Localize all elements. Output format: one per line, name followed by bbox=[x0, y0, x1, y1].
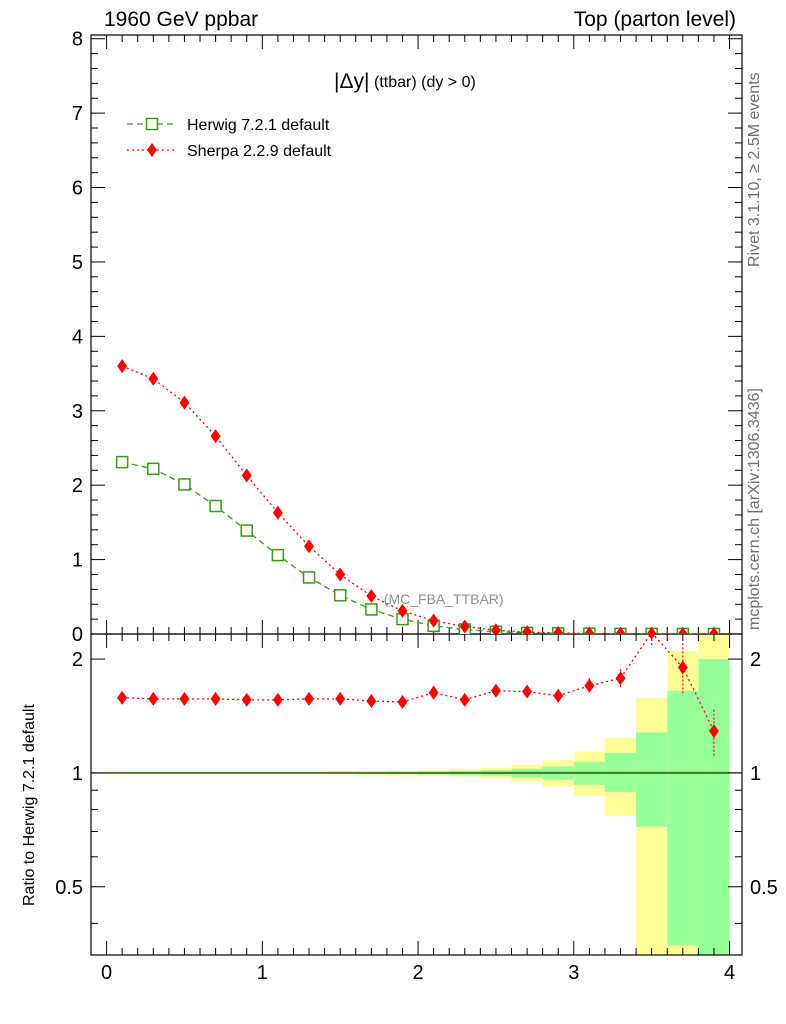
main-y-tick-label: 4 bbox=[72, 326, 83, 348]
ratio-y-tick-label-right: 0.5 bbox=[750, 877, 778, 899]
sherpa-marker bbox=[117, 359, 128, 374]
sherpa-ratio-marker bbox=[366, 693, 377, 708]
legend-herwig-label: Herwig 7.2.1 default bbox=[187, 117, 330, 134]
herwig-marker bbox=[240, 524, 253, 537]
plot-subtitle: (ttbar) (dy > 0) bbox=[374, 74, 476, 91]
sherpa-ratio-marker bbox=[490, 683, 501, 698]
sherpa-ratio-marker bbox=[210, 691, 221, 706]
ratio-x-tick-label: 1 bbox=[257, 962, 268, 984]
herwig-marker bbox=[333, 589, 347, 602]
main-y-tick-label: 2 bbox=[72, 475, 83, 497]
sherpa-ratio-marker bbox=[335, 691, 346, 706]
band-inner-bin bbox=[698, 659, 730, 955]
sherpa-marker bbox=[397, 603, 408, 618]
main-y-tick-label: 8 bbox=[72, 29, 83, 51]
process-label: Top (parton level) bbox=[573, 8, 736, 31]
ratio-y-tick-label: 0.5 bbox=[55, 877, 83, 899]
sherpa-marker bbox=[366, 589, 377, 604]
ratio-y-tick-label-right: 2 bbox=[750, 649, 761, 671]
sherpa-marker bbox=[708, 626, 719, 634]
sherpa-ratio-marker bbox=[148, 691, 159, 706]
sherpa-ratio-marker bbox=[677, 660, 688, 675]
main-y-tick-label: 7 bbox=[72, 103, 83, 125]
sherpa-ratio-marker bbox=[241, 692, 252, 707]
legend-herwig-marker bbox=[145, 117, 159, 131]
main-y-tick-label: 6 bbox=[72, 178, 83, 200]
sherpa-marker bbox=[241, 468, 252, 483]
sherpa-ratio-marker bbox=[304, 691, 315, 706]
sherpa-ratio-marker bbox=[522, 684, 533, 699]
sherpa-marker bbox=[615, 626, 626, 634]
ratio-y-tick-label: 2 bbox=[72, 649, 83, 671]
sherpa-ratio-marker bbox=[117, 690, 128, 705]
ratio-x-tick-label: 4 bbox=[724, 962, 735, 984]
analysis-watermark: (MC_FBA_TTBAR) bbox=[384, 591, 504, 607]
main-y-tick-label: 3 bbox=[72, 401, 83, 423]
sherpa-ratio-marker bbox=[647, 634, 656, 640]
sherpa-marker bbox=[304, 539, 315, 554]
legend-sherpa-label: Sherpa 2.2.9 default bbox=[187, 143, 332, 160]
band-inner-bin bbox=[636, 732, 668, 827]
sherpa-marker bbox=[584, 626, 595, 634]
ratio-x-tick-label: 2 bbox=[412, 962, 423, 984]
band-inner-bin bbox=[667, 690, 699, 946]
ratio-x-tick-label: 0 bbox=[101, 962, 112, 984]
ratio-y-tick-label-right: 1 bbox=[750, 763, 761, 785]
legend-sherpa-marker bbox=[147, 143, 157, 157]
rivet-label: Rivet 3.1.10, ≥ 2.5M events bbox=[746, 72, 763, 267]
ratio-y-tick-label: 1 bbox=[72, 763, 83, 785]
herwig-marker bbox=[209, 499, 222, 513]
sherpa-marker bbox=[179, 395, 190, 410]
sherpa-marker bbox=[272, 505, 283, 520]
herwig-marker bbox=[365, 603, 378, 616]
sherpa-line bbox=[121, 365, 714, 634]
ratio-x-tick-label: 3 bbox=[568, 962, 579, 984]
uncertainty-bands bbox=[106, 634, 730, 955]
herwig-marker bbox=[271, 548, 285, 562]
sherpa-marker bbox=[428, 613, 439, 628]
sherpa-ratio-marker bbox=[615, 671, 626, 686]
sherpa-ratio-line bbox=[122, 634, 715, 732]
sherpa-marker bbox=[210, 429, 221, 444]
herwig-line bbox=[122, 461, 714, 634]
sherpa-ratio-marker bbox=[179, 691, 190, 706]
ratio-curves bbox=[117, 634, 719, 756]
sherpa-marker bbox=[522, 625, 533, 634]
sherpa-ratio-marker bbox=[397, 695, 408, 710]
ratio-y-axis-label: Ratio to Herwig 7.2.1 default bbox=[21, 704, 38, 906]
sherpa-marker bbox=[335, 567, 346, 582]
sherpa-marker bbox=[490, 623, 501, 634]
sherpa-marker bbox=[148, 371, 159, 386]
ratio-frame bbox=[90, 633, 743, 956]
herwig-marker bbox=[302, 571, 316, 584]
sherpa-ratio-marker bbox=[428, 685, 439, 700]
sherpa-ratio-marker bbox=[708, 724, 719, 739]
main-y-tick-label: 0 bbox=[72, 624, 83, 646]
mcplots-label: mcplots.cern.ch [arXiv:1306.3436] bbox=[746, 388, 763, 630]
sherpa-marker bbox=[677, 626, 688, 634]
sherpa-ratio-marker bbox=[584, 678, 595, 693]
herwig-marker bbox=[178, 478, 191, 491]
sherpa-ratio-marker bbox=[459, 692, 470, 707]
sherpa-marker bbox=[459, 619, 470, 634]
herwig-marker bbox=[147, 462, 160, 476]
sherpa-ratio-marker bbox=[272, 692, 283, 707]
main-y-tick-label: 1 bbox=[72, 550, 83, 572]
main-curves bbox=[115, 359, 721, 634]
sherpa-ratio-marker bbox=[553, 688, 564, 703]
main-y-tick-label: 5 bbox=[72, 252, 83, 274]
plot-title: |Δy| bbox=[334, 70, 369, 93]
sherpa-marker bbox=[646, 626, 657, 634]
herwig-marker bbox=[115, 455, 129, 469]
energy-label: 1960 GeV ppbar bbox=[104, 8, 259, 31]
sherpa-marker bbox=[553, 626, 564, 634]
